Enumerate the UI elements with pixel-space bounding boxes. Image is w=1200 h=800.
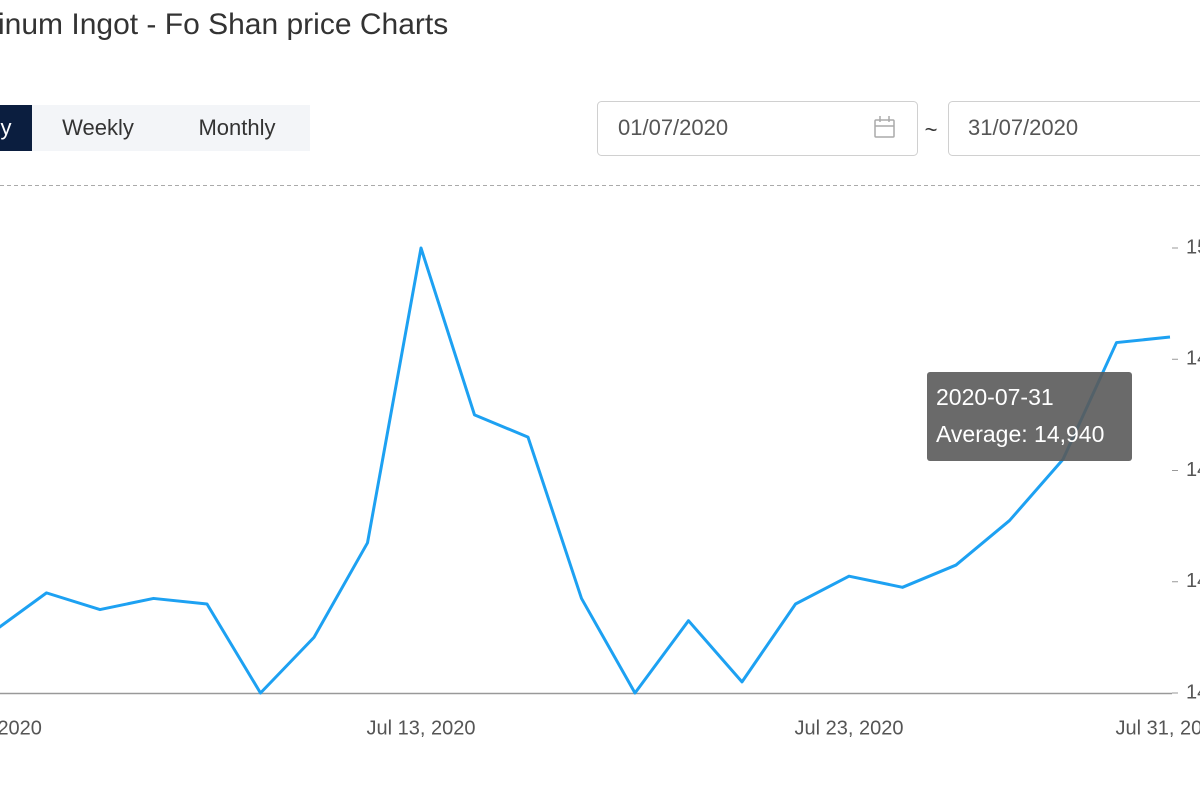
y-tick-label: 14,700 [1186,459,1200,481]
x-tick-label: Jul 13, 2020 [367,717,476,739]
y-tick-label: 14,300 [1186,681,1200,703]
y-tick-label: 15,100 [1186,236,1200,258]
x-tick-label: Jul 23, 2020 [795,717,904,739]
date-input[interactable] [948,101,1200,156]
date-start[interactable]: 01/07/2020 [618,115,728,140]
tooltip-date: 2020-07-31 [936,384,1054,410]
y-tick-label: 14,500 [1186,570,1200,592]
tab[interactable]: Weekly [62,115,134,140]
price-line [0,246,1171,695]
date-separator: ~ [925,117,938,142]
tooltip [927,372,1132,461]
tab[interactable]: y [1,115,12,140]
tab-active[interactable] [0,105,32,151]
tab[interactable]: Monthly [198,115,275,140]
calendar-icon [874,116,895,138]
x-tick-label: Jul 31, 2020 [1116,717,1200,739]
tooltip-value: Average: 14,940 [936,421,1104,447]
date-input[interactable] [597,101,918,156]
date-end[interactable]: 31/07/2020 [968,115,1078,140]
y-tick-label: 14,900 [1186,348,1200,370]
x-tick-label: Jul 1, 2020 [0,717,42,739]
tab-bar [0,105,310,151]
page-title: inum Ingot - Fo Shan price Charts [0,8,448,41]
